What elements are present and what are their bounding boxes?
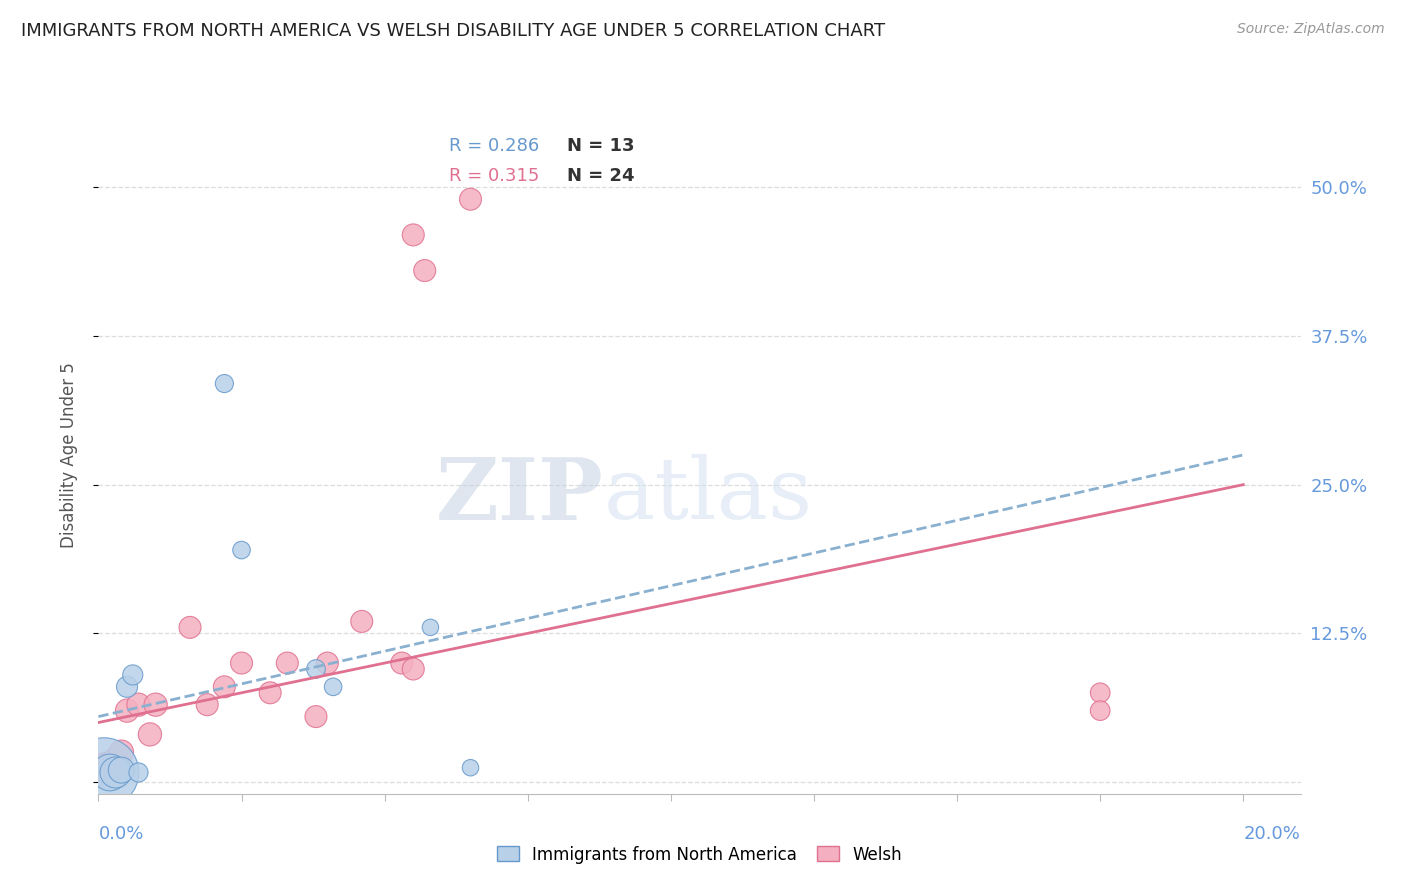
Text: R = 0.286: R = 0.286 <box>450 136 540 155</box>
Point <box>391 656 413 670</box>
Point <box>231 543 253 558</box>
Point <box>110 745 132 759</box>
Point <box>110 763 132 777</box>
Point <box>305 709 328 723</box>
Point <box>128 765 150 780</box>
Point <box>104 765 127 780</box>
Point <box>115 680 138 694</box>
Point <box>1088 686 1111 700</box>
Point <box>316 656 339 670</box>
Point <box>93 765 115 780</box>
Point <box>214 680 236 694</box>
Point <box>179 620 201 634</box>
Text: IMMIGRANTS FROM NORTH AMERICA VS WELSH DISABILITY AGE UNDER 5 CORRELATION CHART: IMMIGRANTS FROM NORTH AMERICA VS WELSH D… <box>21 22 886 40</box>
Text: ZIP: ZIP <box>436 454 603 538</box>
Point <box>98 758 121 772</box>
Y-axis label: Disability Age Under 5: Disability Age Under 5 <box>59 362 77 548</box>
Point <box>231 656 253 670</box>
Point <box>115 704 138 718</box>
Point <box>145 698 167 712</box>
Point <box>460 192 482 206</box>
Text: Source: ZipAtlas.com: Source: ZipAtlas.com <box>1237 22 1385 37</box>
Point <box>128 698 150 712</box>
Point <box>195 698 218 712</box>
Point <box>413 263 436 277</box>
Point <box>214 376 236 391</box>
Text: N = 24: N = 24 <box>567 167 634 185</box>
Point <box>322 680 344 694</box>
Text: atlas: atlas <box>603 454 813 537</box>
Point <box>402 227 425 242</box>
Point <box>419 620 441 634</box>
Legend: Immigrants from North America, Welsh: Immigrants from North America, Welsh <box>491 839 908 871</box>
Point <box>104 754 127 768</box>
Point <box>139 727 162 741</box>
Text: 0.0%: 0.0% <box>98 825 143 843</box>
Point <box>1088 704 1111 718</box>
Point <box>402 662 425 676</box>
Text: N = 13: N = 13 <box>567 136 634 155</box>
Text: R = 0.315: R = 0.315 <box>450 167 540 185</box>
Point <box>93 763 115 777</box>
Point <box>98 765 121 780</box>
Point <box>276 656 298 670</box>
Point <box>460 761 482 775</box>
Point <box>305 662 328 676</box>
Point <box>350 615 373 629</box>
Point <box>121 668 143 682</box>
Point <box>259 686 281 700</box>
Text: 20.0%: 20.0% <box>1244 825 1301 843</box>
